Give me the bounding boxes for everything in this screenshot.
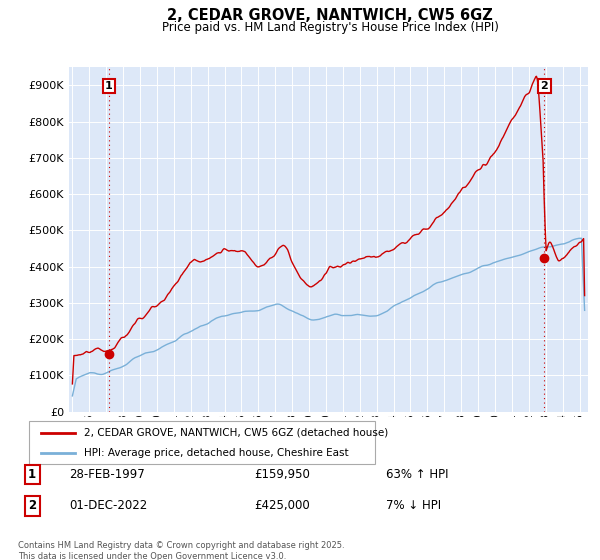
- Text: 1: 1: [28, 468, 36, 481]
- Text: HPI: Average price, detached house, Cheshire East: HPI: Average price, detached house, Ches…: [84, 448, 349, 458]
- Text: Price paid vs. HM Land Registry's House Price Index (HPI): Price paid vs. HM Land Registry's House …: [161, 21, 499, 34]
- Text: 63% ↑ HPI: 63% ↑ HPI: [386, 468, 449, 481]
- Text: 2: 2: [28, 499, 36, 512]
- Text: 2, CEDAR GROVE, NANTWICH, CW5 6GZ (detached house): 2, CEDAR GROVE, NANTWICH, CW5 6GZ (detac…: [84, 428, 388, 438]
- FancyBboxPatch shape: [29, 422, 375, 464]
- Text: Contains HM Land Registry data © Crown copyright and database right 2025.
This d: Contains HM Land Registry data © Crown c…: [18, 542, 344, 560]
- Text: £159,950: £159,950: [254, 468, 310, 481]
- Text: £425,000: £425,000: [254, 499, 310, 512]
- Text: 7% ↓ HPI: 7% ↓ HPI: [386, 499, 442, 512]
- Text: 01-DEC-2022: 01-DEC-2022: [70, 499, 148, 512]
- Text: 2: 2: [541, 81, 548, 91]
- Text: 2, CEDAR GROVE, NANTWICH, CW5 6GZ: 2, CEDAR GROVE, NANTWICH, CW5 6GZ: [167, 8, 493, 24]
- Text: 1: 1: [105, 81, 113, 91]
- Text: 28-FEB-1997: 28-FEB-1997: [70, 468, 145, 481]
